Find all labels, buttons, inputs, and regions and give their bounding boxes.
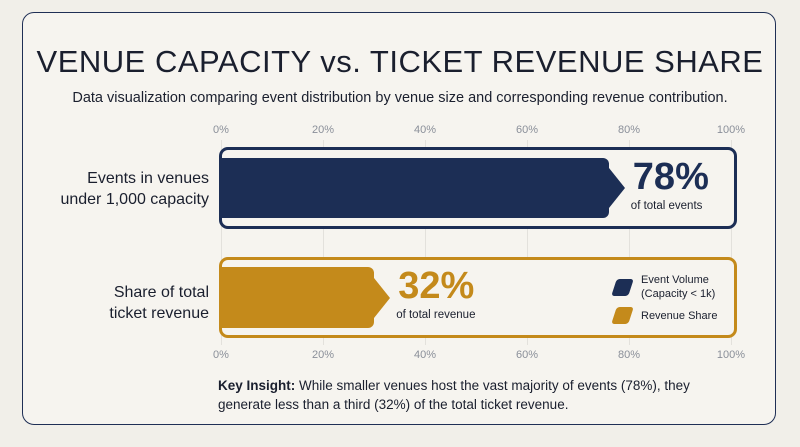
x-tick-top-1: 20% <box>311 124 335 136</box>
chart-title: VENUE CAPACITY vs. TICKET REVENUE SHARE <box>36 44 764 79</box>
row-label-events-line1: Events in venues <box>87 170 209 187</box>
gridline-1 <box>323 140 324 345</box>
gridline-2 <box>425 140 426 345</box>
value-label-revenue: 32% <box>398 265 475 307</box>
gridline-5 <box>731 140 732 345</box>
x-tick-top-4: 80% <box>617 124 641 136</box>
gridline-4 <box>629 140 630 345</box>
key-insight-lead: Key Insight: <box>218 378 296 393</box>
legend-swatch-gold <box>611 307 634 324</box>
x-tick-bottom-1: 20% <box>311 349 335 361</box>
row-label-events-line2: under 1,000 capacity <box>60 191 209 208</box>
row-label-events: Events in venues under 1,000 capacity <box>60 168 209 210</box>
bar-revenue <box>219 267 375 328</box>
x-tick-bottom-0: 0% <box>213 349 229 361</box>
x-tick-bottom-2: 40% <box>413 349 437 361</box>
legend-label-event-volume: Event Volume (Capacity < 1k) <box>641 274 716 300</box>
bar-revenue-arrow <box>374 277 391 318</box>
x-tick-bottom-3: 60% <box>515 349 539 361</box>
x-tick-top-3: 60% <box>515 124 539 136</box>
row-label-revenue-line2: ticket revenue <box>109 305 209 322</box>
value-label-events: 78% <box>632 156 709 198</box>
x-tick-bottom-4: 80% <box>617 349 641 361</box>
bar-events <box>219 158 609 218</box>
chart-subtitle: Data visualization comparing event distr… <box>72 90 728 106</box>
x-tick-bottom-5: 100% <box>716 349 746 361</box>
legend-item-revenue-share: Revenue Share <box>611 307 718 324</box>
legend-item-event-volume: Event Volume (Capacity < 1k) <box>611 273 716 301</box>
gridline-0 <box>221 140 222 345</box>
key-insight: Key Insight: While smaller venues host t… <box>218 376 738 414</box>
x-tick-top-5: 100% <box>716 124 746 136</box>
row-label-revenue-line1: Share of total <box>113 284 209 301</box>
x-tick-top-0: 0% <box>213 124 229 136</box>
key-insight-text: While smaller venues host the vast major… <box>218 378 690 412</box>
legend-label-revenue-share: Revenue Share <box>641 309 718 322</box>
bar-events-arrow <box>608 168 625 208</box>
row-label-revenue: Share of total ticket revenue <box>109 282 209 324</box>
x-tick-top-2: 40% <box>413 124 437 136</box>
legend-swatch-navy <box>611 278 634 296</box>
sublabel-revenue: of total revenue <box>396 309 476 321</box>
gridline-3 <box>527 140 528 345</box>
sublabel-events: of total events <box>630 200 703 212</box>
